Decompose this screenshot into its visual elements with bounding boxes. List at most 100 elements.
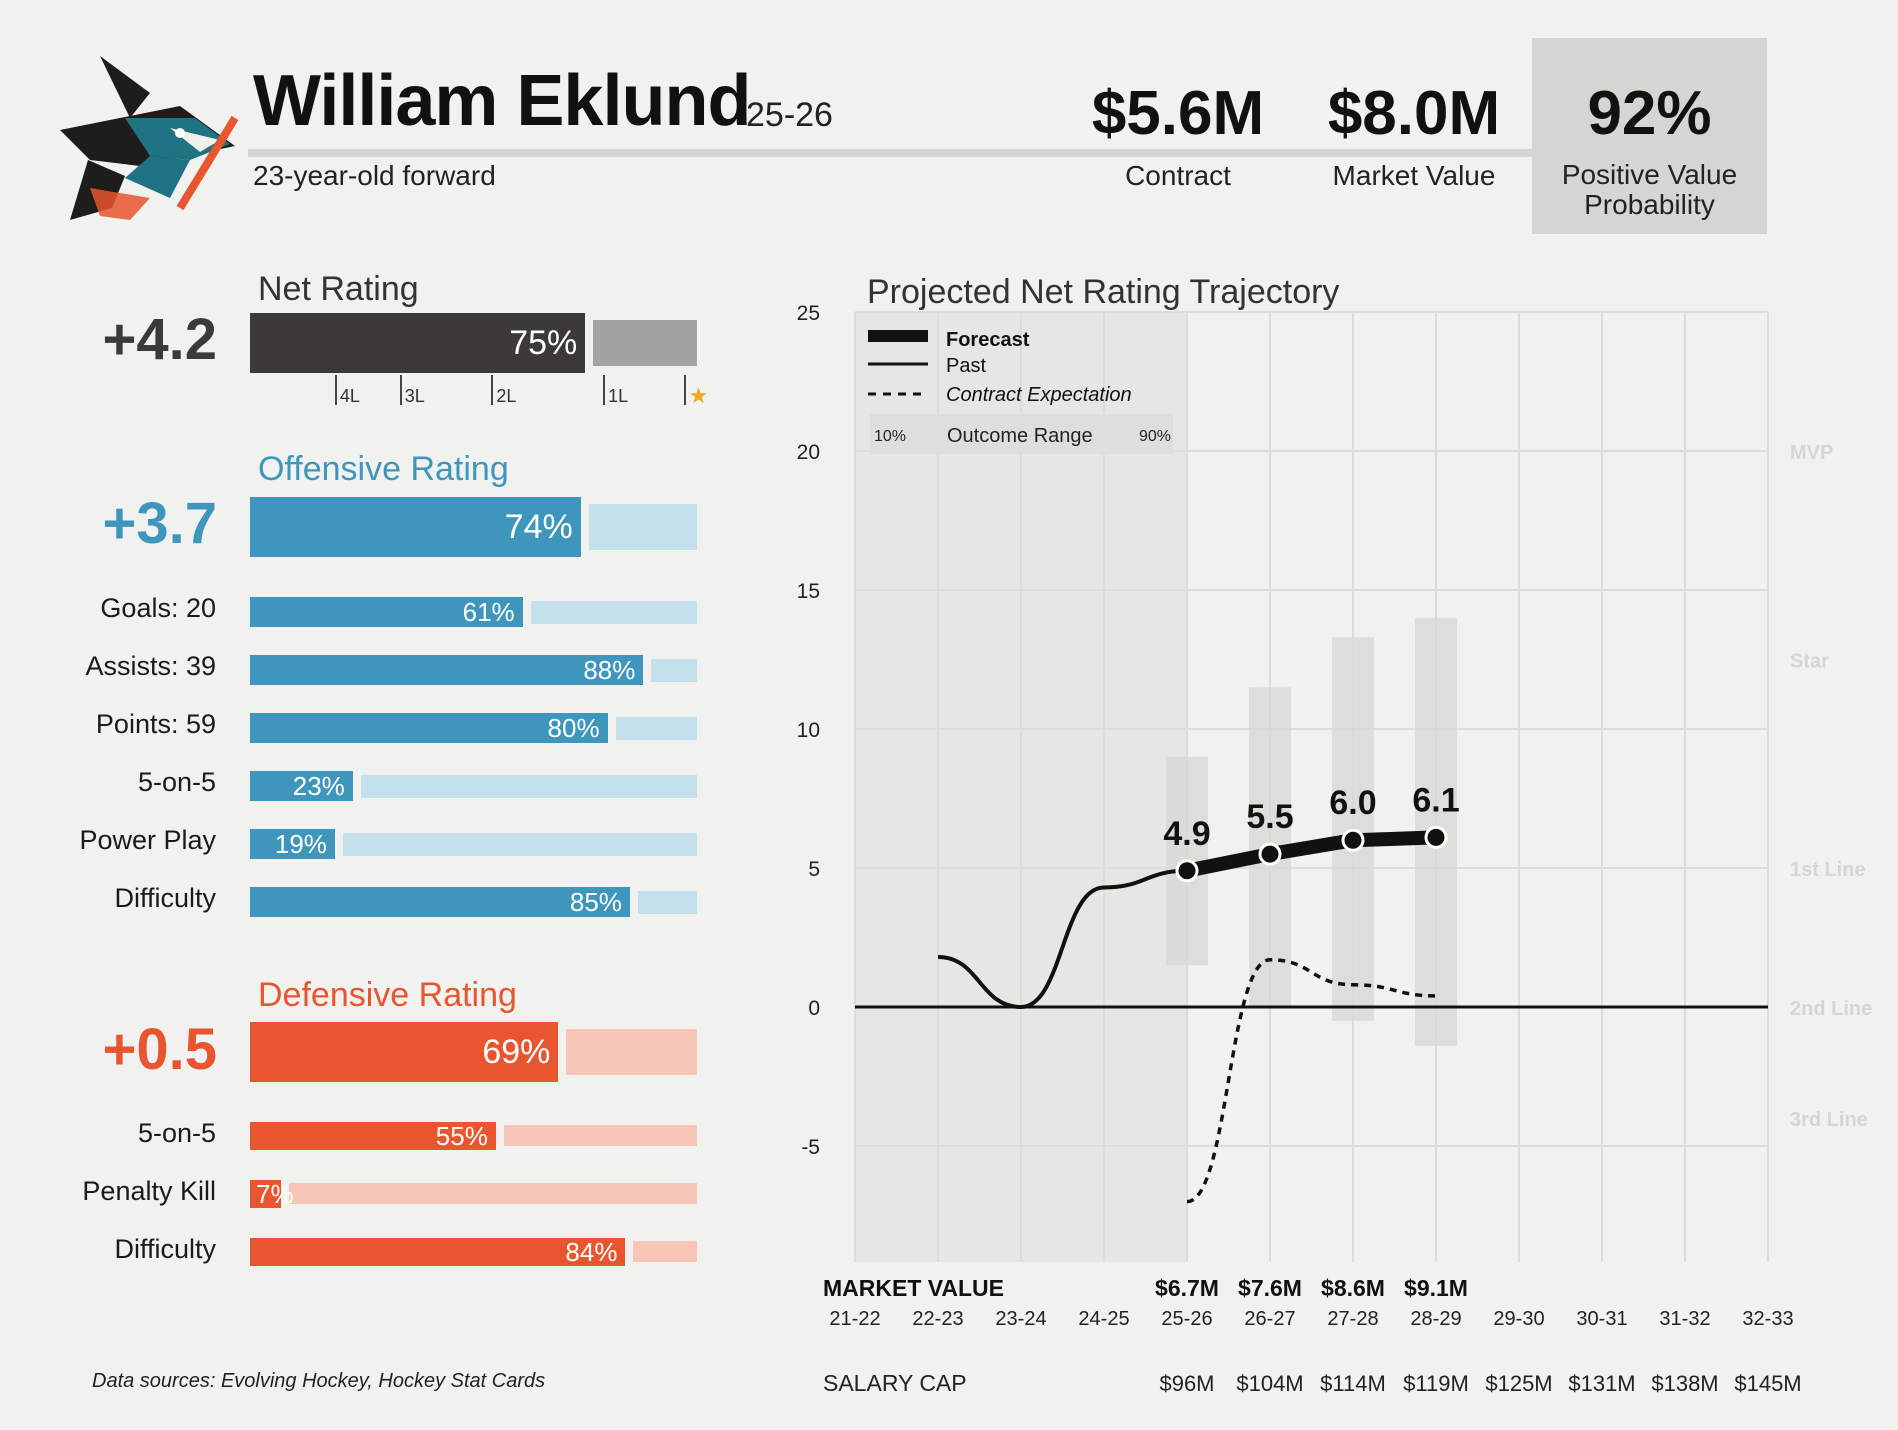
salary-cap-amount: $119M (1403, 1371, 1469, 1396)
legend-forecast-label: Forecast (946, 329, 1030, 351)
player-name: William Eklund (253, 61, 751, 141)
offensive-row-bar-fill: 85% (250, 887, 630, 917)
net-rating-bar-fill: 75% (250, 313, 586, 373)
salary-cap-amount: $138M (1651, 1371, 1718, 1396)
probability-label-line2: Probability (1584, 189, 1715, 220)
net-rating-bar-track (593, 320, 697, 366)
season-tick-label: 25-26 (1161, 1308, 1212, 1330)
offensive-row-label: 5-on-5 (137, 767, 216, 797)
defensive-rating-value: +0.5 (102, 1017, 218, 1082)
sharks-logo-icon (30, 48, 242, 230)
market-value-amount: $9.1M (1404, 1275, 1468, 1301)
net-rating-title: Net Rating (258, 270, 419, 308)
legend-range-high: 90% (1139, 428, 1171, 445)
offensive-row-bar-track (637, 891, 697, 914)
net-rating-tier-4: ★ (683, 375, 708, 408)
defensive-row-bar-fill: 55% (250, 1122, 496, 1150)
forecast-point (1424, 825, 1448, 849)
season-tick-label: 30-31 (1576, 1308, 1627, 1330)
forecast-point (1175, 859, 1199, 883)
y-tick-label: 25 (797, 302, 820, 325)
tier-label: MVP (1790, 442, 1833, 464)
defensive-row-bar-fill: 84% (250, 1238, 626, 1266)
offensive-rating-value: +3.7 (102, 491, 218, 556)
tier-label: 3rd Line (1790, 1109, 1868, 1131)
legend-forecast-swatch (868, 330, 928, 342)
offensive-row-label: Points: 59 (95, 709, 216, 739)
offensive-row-bar-fill: 61% (250, 597, 523, 627)
forecast-point-label: 6.0 (1329, 784, 1376, 822)
y-tick-label: -5 (801, 1136, 820, 1159)
data-sources: Data sources: Evolving Hockey, Hockey St… (92, 1370, 546, 1392)
offensive-rating-title: Offensive Rating (258, 450, 509, 488)
offensive-rating-bar-fill: 74% (250, 497, 581, 557)
salary-cap-amount: $145M (1734, 1371, 1801, 1396)
offensive-row-bar-fill: 23% (250, 771, 353, 801)
forecast-line (1185, 830, 1437, 878)
season-label: 25-26 (746, 96, 833, 134)
defensive-rating-title: Defensive Rating (258, 976, 517, 1014)
season-tick-label: 27-28 (1327, 1308, 1378, 1330)
offensive-row-bar-track (651, 659, 697, 682)
market-value-amount: $7.6M (1238, 1275, 1302, 1301)
season-tick-label: 24-25 (1078, 1308, 1129, 1330)
forecast-point (1258, 842, 1282, 866)
market-value: $8.0M (1327, 79, 1501, 148)
offensive-row-bar-fill: 80% (250, 713, 608, 743)
salary-cap-amount: $96M (1159, 1371, 1214, 1396)
net-rating-tier-1: 3L (399, 375, 425, 406)
net-rating-tier-3: 1L (603, 375, 628, 406)
y-tick-label: 15 (797, 580, 820, 603)
past-line (937, 868, 1188, 1010)
legend-range-label: Outcome Range (947, 425, 1093, 447)
legend-range-swatch (870, 414, 1173, 454)
y-tick-label: 5 (808, 858, 820, 881)
defensive-row-label: Penalty Kill (82, 1176, 216, 1206)
contract-expectation-line (1186, 957, 1437, 1204)
salary-cap-amount: $104M (1236, 1371, 1303, 1396)
offensive-rating-bar-track (588, 504, 697, 550)
defensive-rating-bar-fill: 69% (250, 1022, 559, 1082)
y-tick-label: 20 (797, 441, 820, 464)
market-value-label: Market Value (1332, 160, 1496, 191)
contract-label: Contract (1125, 160, 1231, 191)
season-tick-label: 22-23 (912, 1308, 963, 1330)
tier-label: 1st Line (1790, 859, 1866, 881)
tier-label: 2nd Line (1790, 998, 1872, 1020)
net-rating-value: +4.2 (102, 307, 218, 372)
season-tick-label: 31-32 (1659, 1308, 1710, 1330)
header-divider (248, 149, 1533, 157)
defensive-rating-bar-track (566, 1029, 697, 1075)
chart-title: Projected Net Rating Trajectory (867, 273, 1339, 311)
contract-value: $5.6M (1091, 79, 1265, 148)
positive-value-probability: 92% (1587, 79, 1712, 148)
season-tick-label: 29-30 (1493, 1308, 1544, 1330)
net-rating-tier-2: 2L (491, 375, 516, 406)
market-value-amount: $6.7M (1155, 1275, 1219, 1301)
offensive-row-label: Difficulty (114, 883, 216, 913)
salary-cap-title: SALARY CAP (823, 1370, 967, 1396)
y-tick-label: 0 (808, 997, 820, 1020)
forecast-point-label: 4.9 (1163, 815, 1210, 853)
probability-panel (1532, 38, 1767, 234)
offensive-row-label: Power Play (79, 825, 216, 855)
offensive-row-bar-track (530, 601, 697, 624)
defensive-row-label: Difficulty (114, 1234, 216, 1264)
market-value-amount: $8.6M (1321, 1275, 1385, 1301)
offensive-row-bar-fill: 19% (250, 829, 335, 859)
defensive-row-bar-track (289, 1183, 697, 1204)
tier-label: Star (1790, 651, 1829, 673)
market-value-title: MARKET VALUE (823, 1275, 1004, 1301)
forecast-point-label: 6.1 (1412, 781, 1459, 819)
probability-label-line1: Positive Value (1561, 159, 1738, 190)
offensive-row-label: Assists: 39 (85, 651, 216, 681)
legend-past-label: Past (946, 355, 986, 377)
legend-contract-label: Contract Expectation (946, 384, 1132, 406)
offensive-row-bar-track (342, 833, 697, 856)
season-tick-label: 23-24 (995, 1308, 1046, 1330)
positive-value-probability-label: Positive Value Probability (1532, 160, 1767, 220)
offensive-row-bar-track (360, 775, 697, 798)
salary-cap-amount: $114M (1320, 1371, 1386, 1396)
forecast-point-label: 5.5 (1246, 798, 1293, 836)
